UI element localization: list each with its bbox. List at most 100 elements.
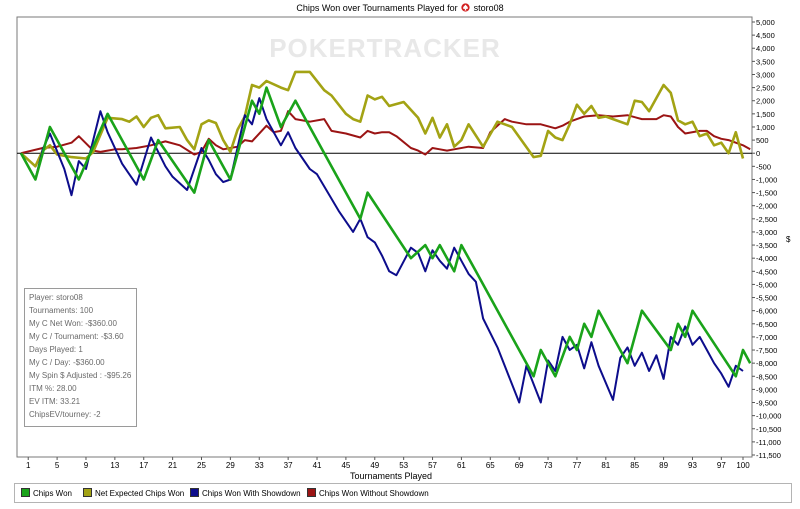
plot-frame [16, 16, 753, 458]
x-tick-label: 37 [284, 461, 293, 470]
stat-spin-adjusted: My Spin $ Adjusted : -$95.26 [29, 371, 132, 380]
pokerstars-spade-icon [461, 3, 470, 12]
stats-box: Player: storo08 Tournaments: 100 My C Ne… [24, 288, 137, 427]
y-tick-label: 4,500 [756, 31, 775, 40]
legend-item-chips-won[interactable]: Chips Won [21, 488, 72, 498]
y-tick-label: 1,500 [756, 110, 775, 119]
legend-label: Chips Won [33, 489, 72, 498]
chart-title-text: Chips Won over Tournaments Played for [296, 3, 458, 13]
x-tick-label: 45 [341, 461, 350, 470]
series-chips-won [19, 86, 751, 378]
y-tick-label: 4,000 [756, 44, 775, 53]
y-axis: 5,000 4,500 4,000 3,500 3,000 2,500 2,000 1,500… [752, 18, 781, 460]
y-tick-label: 0 [756, 149, 760, 158]
y-tick-label: -10,500 [756, 425, 781, 434]
y-tick-label: 2,000 [756, 97, 775, 106]
x-tick-label: 13 [110, 461, 119, 470]
x-tick-label: 9 [84, 461, 89, 470]
y-tick-label: -3,000 [756, 228, 777, 237]
legend-item-net-expected[interactable]: Net Expected Chips Won [83, 488, 184, 498]
y-tick-label: 500 [756, 136, 769, 145]
x-tick-label: 69 [515, 461, 524, 470]
y-tick-label: -9,000 [756, 385, 777, 394]
y-tick-label: -4,500 [756, 267, 777, 276]
x-tick-label: 29 [226, 461, 235, 470]
legend-item-without-showdown[interactable]: Chips Won Without Showdown [307, 488, 429, 498]
x-tick-label: 49 [370, 461, 379, 470]
x-tick-label: 65 [486, 461, 495, 470]
y-tick-label: -1,500 [756, 189, 777, 198]
x-tick-label: 97 [717, 461, 726, 470]
y-tick-label: -6,500 [756, 320, 777, 329]
y-tick-label: -5,000 [756, 280, 777, 289]
stat-net-won: My C Net Won: -$360.00 [29, 319, 117, 328]
y-tick-label: 5,000 [756, 18, 775, 27]
x-tick-label: 1 [26, 461, 31, 470]
y-tick-label: -8,000 [756, 359, 777, 368]
legend-item-with-showdown[interactable]: Chips Won With Showdown [190, 488, 301, 498]
x-tick-label: 81 [601, 461, 610, 470]
x-tick-label: 41 [313, 461, 322, 470]
x-axis: 1 5 9 13 17 21 25 29 33 37 41 45 49 53 57 61 65 69 73 77 81 8… [26, 457, 750, 470]
y-tick-label: 1,000 [756, 123, 775, 132]
legend: Chips Won Net Expected Chips Won Chips W… [14, 483, 792, 503]
x-tick-label: 53 [399, 461, 408, 470]
x-axis-label: Tournaments Played [350, 471, 432, 481]
legend-label: Chips Won Without Showdown [319, 489, 429, 498]
x-tick-label: 73 [544, 461, 553, 470]
y-tick-label: -7,500 [756, 346, 777, 355]
stat-itm: ITM %: 28.00 [29, 384, 77, 393]
legend-swatch [307, 488, 316, 497]
series-layer [19, 70, 751, 404]
y-tick-label: 3,000 [756, 70, 775, 79]
y-tick-label: -11,000 [756, 438, 781, 447]
x-tick-label: 21 [168, 461, 177, 470]
player-name: storo08 [473, 3, 504, 13]
legend-label: Chips Won With Showdown [202, 489, 301, 498]
stat-days-played: Days Played: 1 [29, 345, 83, 354]
y-tick-label: -7,000 [756, 333, 777, 342]
y-tick-label: -10,000 [756, 412, 781, 421]
plot-border [16, 16, 753, 458]
y-tick-label: -2,500 [756, 215, 777, 224]
legend-label: Net Expected Chips Won [95, 489, 185, 498]
series-chips-won-with-showdown [20, 97, 744, 404]
y-tick-label: -5,500 [756, 294, 777, 303]
chart-title: Chips Won over Tournaments Played for st… [0, 3, 800, 13]
x-tick-label: 25 [197, 461, 206, 470]
y-tick-label: -8,500 [756, 372, 777, 381]
y-tick-label: -6,000 [756, 307, 777, 316]
x-tick-label: 100 [736, 461, 750, 470]
stat-tournaments: Tournaments: 100 [29, 306, 94, 315]
y-tick-label: -500 [756, 162, 771, 171]
x-tick-label: 61 [457, 461, 466, 470]
y-tick-label: -11,500 [756, 451, 781, 460]
stat-per-day: My C / Day: -$360.00 [29, 358, 105, 367]
stat-ev-itm: EV ITM: 33.21 [29, 397, 81, 406]
y-tick-label: 2,500 [756, 84, 775, 93]
y-tick-label: -2,000 [756, 202, 777, 211]
y-axis-label: $ [786, 235, 791, 244]
watermark: POKERTRACKER [269, 33, 501, 63]
y-tick-label: 3,500 [756, 57, 775, 66]
x-tick-label: 93 [688, 461, 697, 470]
legend-swatch [190, 488, 199, 497]
x-tick-label: 57 [428, 461, 437, 470]
stat-player: Player: storo08 [29, 293, 83, 302]
y-tick-label: -1,000 [756, 175, 777, 184]
legend-swatch [83, 488, 92, 497]
x-tick-label: 33 [255, 461, 264, 470]
x-tick-label: 77 [572, 461, 581, 470]
series-net-expected-chips-won [20, 70, 745, 168]
x-tick-label: 17 [139, 461, 148, 470]
series-chips-won-without-showdown [20, 110, 751, 156]
stat-chipsev: ChipsEV/tourney: -2 [29, 410, 101, 419]
legend-swatch [21, 488, 30, 497]
y-tick-label: -4,000 [756, 254, 777, 263]
x-tick-label: 85 [630, 461, 639, 470]
y-tick-label: -9,500 [756, 399, 777, 408]
x-tick-label: 89 [659, 461, 668, 470]
stat-per-tournament: My C / Tournament: -$3.60 [29, 332, 124, 341]
y-tick-label: -3,500 [756, 241, 777, 250]
